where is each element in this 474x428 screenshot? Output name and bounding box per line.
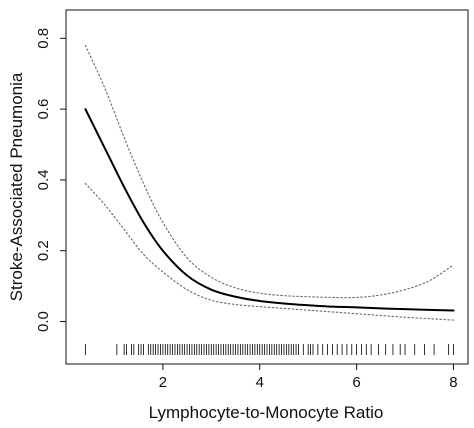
y-ticks-layer: 0.0 0.2 0.4 0.6 0.8 — [35, 28, 66, 332]
ci-lower-layer — [84, 182, 455, 321]
y-tick-label: 0.6 — [35, 99, 52, 120]
ci-upper-layer — [84, 44, 455, 299]
x-tick-label: 2 — [159, 374, 167, 391]
x-tick-label: 6 — [352, 374, 360, 391]
x-tick-label: 4 — [256, 374, 264, 391]
y-axis-title: Stroke-Associated Pneumonia — [7, 72, 26, 301]
plot-frame — [65, 9, 469, 365]
y-tick-label: 0.0 — [35, 311, 52, 332]
x-axis-title: Lymphocyte-to-Monocyte Ratio — [149, 403, 384, 422]
ci-lower-line — [84, 182, 455, 321]
ci-upper-line — [84, 44, 455, 299]
rug-layer — [84, 344, 454, 355]
y-tick-label: 0.8 — [35, 28, 52, 49]
estimate-line — [84, 108, 455, 312]
y-tick-label: 0.2 — [35, 240, 52, 261]
x-ticks-layer: 2 4 6 8 — [159, 364, 458, 391]
main-line-layer — [84, 108, 455, 312]
y-tick-label: 0.4 — [35, 169, 52, 190]
x-tick-label: 8 — [449, 374, 457, 391]
